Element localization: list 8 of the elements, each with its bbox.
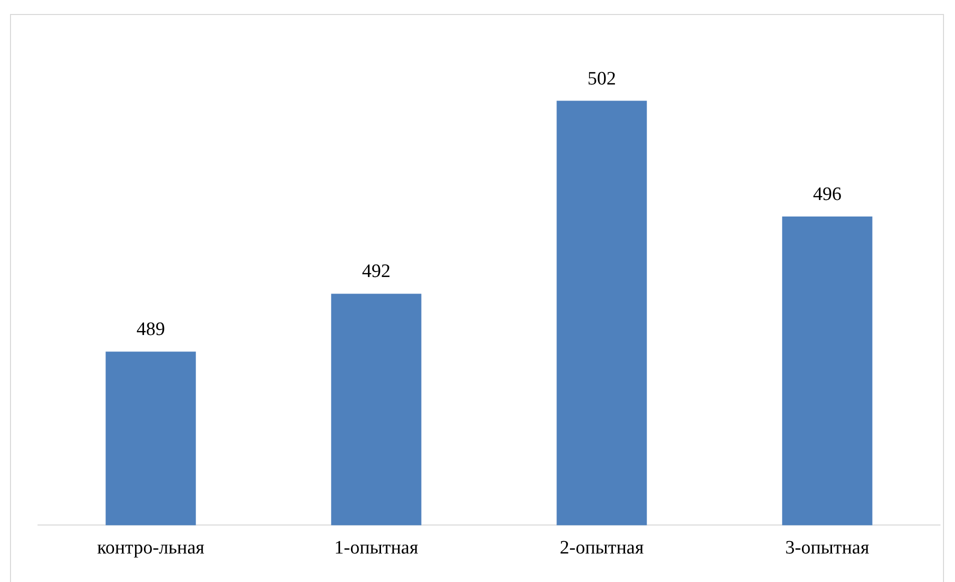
data-label: 502 [588, 68, 616, 90]
x-tick-label: 1-опытная [334, 538, 418, 559]
x-tick-label: 3-опытная [785, 538, 870, 559]
data-label: 496 [813, 184, 842, 206]
x-tick-label: контро-льная [97, 538, 205, 559]
data-label: 492 [362, 261, 390, 282]
data-label: 489 [136, 319, 165, 340]
x-tick-label: 2-опытная [560, 538, 644, 559]
